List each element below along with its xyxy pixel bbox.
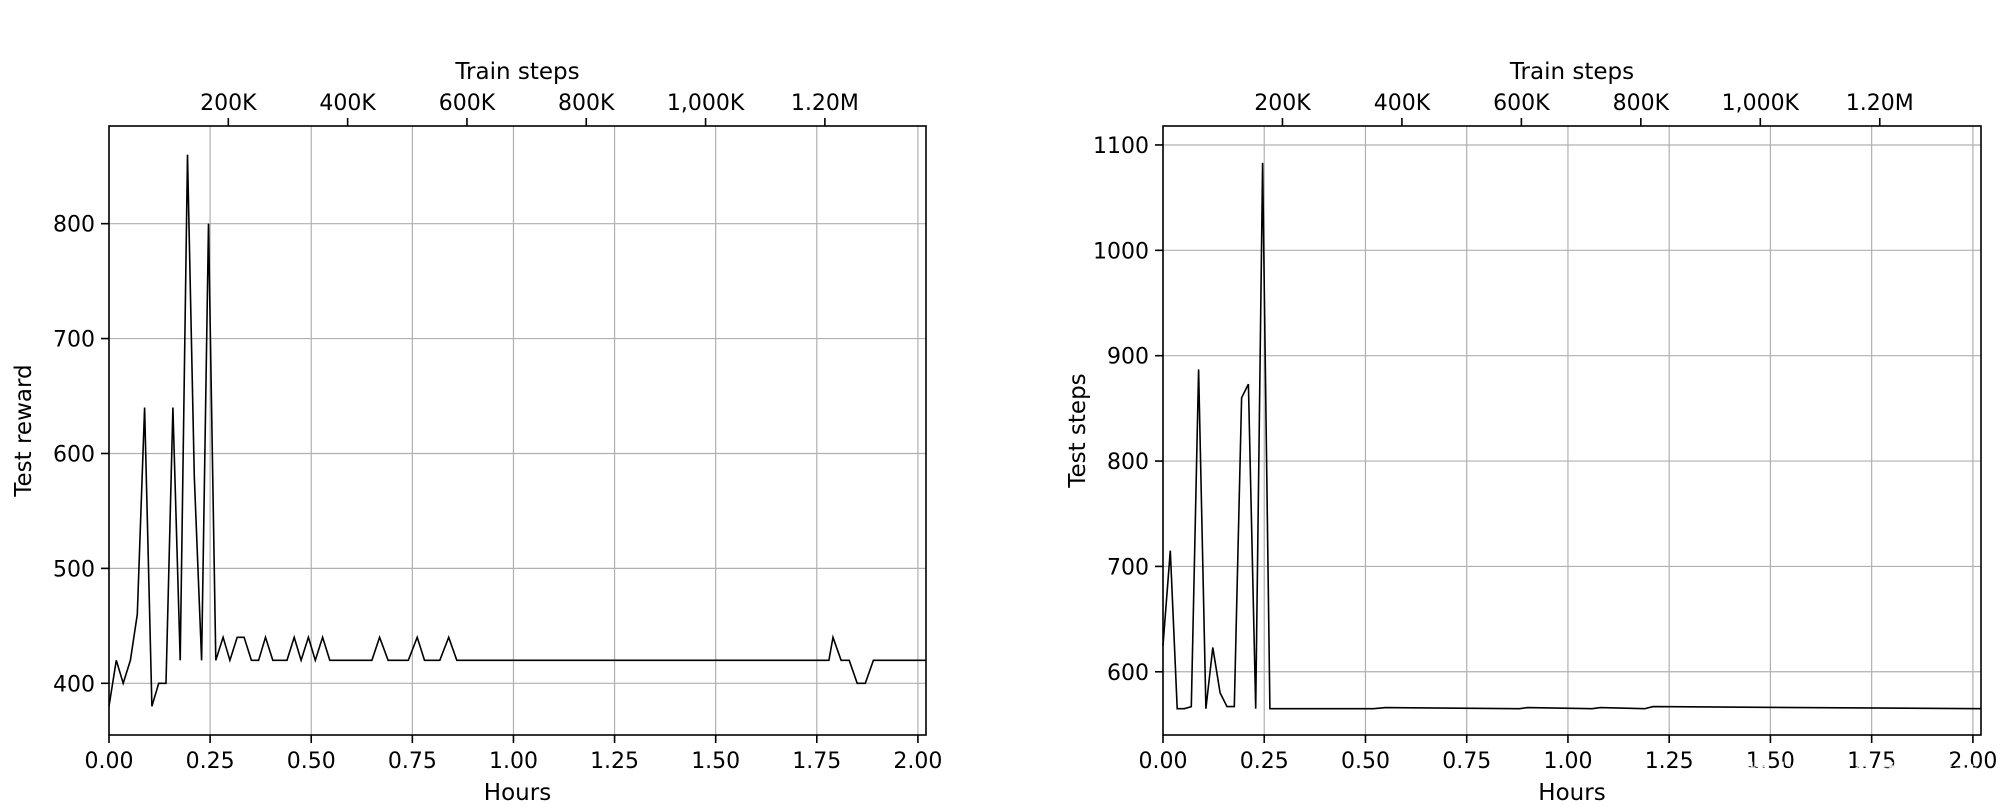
x-tick-label: 1.25 [590,749,639,774]
plot-frame [108,125,927,736]
chart-test-reward: 0.00 0.25 0.50 0.75 1.00 1.25 1.50 1.75 2.00 400 5… [11,59,942,806]
top-tick-label: 1.20M [791,91,859,116]
y-tick-label: 400 [53,672,95,697]
x-tick-label: 0.75 [388,749,437,774]
top-tick-label: 1,000K [1722,91,1800,116]
top-tick-label: 200K [200,91,257,116]
top-tick-label: 800K [1613,91,1670,116]
watermark-text: 掘金技术社区 @ 布客飞龙 [1699,760,1978,788]
x-tick-label: 1.00 [489,749,538,774]
y-tick-label: 900 [1107,345,1149,370]
top-tick-label: 1.20M [1846,91,1914,116]
x-tick-label: 0.75 [1442,749,1491,774]
y-tick-label: 600 [53,442,95,467]
x-axis-label: Hours [1538,780,1605,806]
series-line [1162,162,1982,710]
chart-test-steps: 0.00 0.25 0.50 0.75 1.00 1.25 1.50 1.75 2.00 600 7… [1065,59,1997,806]
y-tick-label: 700 [53,328,95,353]
top-tick-label: 400K [319,91,376,116]
x-tick-label: 0.00 [1139,749,1188,774]
y-tick-label: 700 [1107,555,1149,580]
y-tick-label: 1100 [1093,134,1149,159]
y-tick-label: 800 [1107,450,1149,475]
top-tick-label: 400K [1374,91,1431,116]
x-tick-label: 1.00 [1543,749,1592,774]
top-tick-label: 600K [1493,91,1550,116]
y-tick-label: 500 [53,557,95,582]
y-axis-label: Test steps [1065,373,1091,488]
x-tick-label: 1.50 [1746,749,1795,774]
x-axis-label: Hours [484,780,551,806]
x-tick-label: 2.00 [893,749,942,774]
x-tick-label: 0.50 [287,749,336,774]
x-tick-label: 1.75 [1847,749,1896,774]
top-tick-label: 200K [1254,91,1311,116]
y-tick-label: 1000 [1093,239,1149,264]
top-tick-label: 600K [439,91,496,116]
x-tick-label: 2.00 [1948,749,1997,774]
top-tick-label: 800K [558,91,615,116]
top-tick-label: 1,000K [667,91,745,116]
x-tick-label: 1.25 [1645,749,1694,774]
top-axis-label: Train steps [454,59,579,85]
top-axis-label: Train steps [1509,59,1634,85]
y-tick-label: 600 [1107,661,1149,686]
series-line [108,154,926,707]
x-tick-label: 0.25 [1240,749,1289,774]
y-tick-label: 800 [53,213,95,238]
x-tick-label: 0.00 [85,749,134,774]
x-tick-label: 0.25 [186,749,235,774]
x-tick-label: 0.50 [1341,749,1390,774]
x-tick-label: 1.75 [792,749,841,774]
x-tick-label: 1.50 [691,749,740,774]
y-axis-label: Test reward [11,364,37,497]
plot-frame [1162,125,1982,736]
